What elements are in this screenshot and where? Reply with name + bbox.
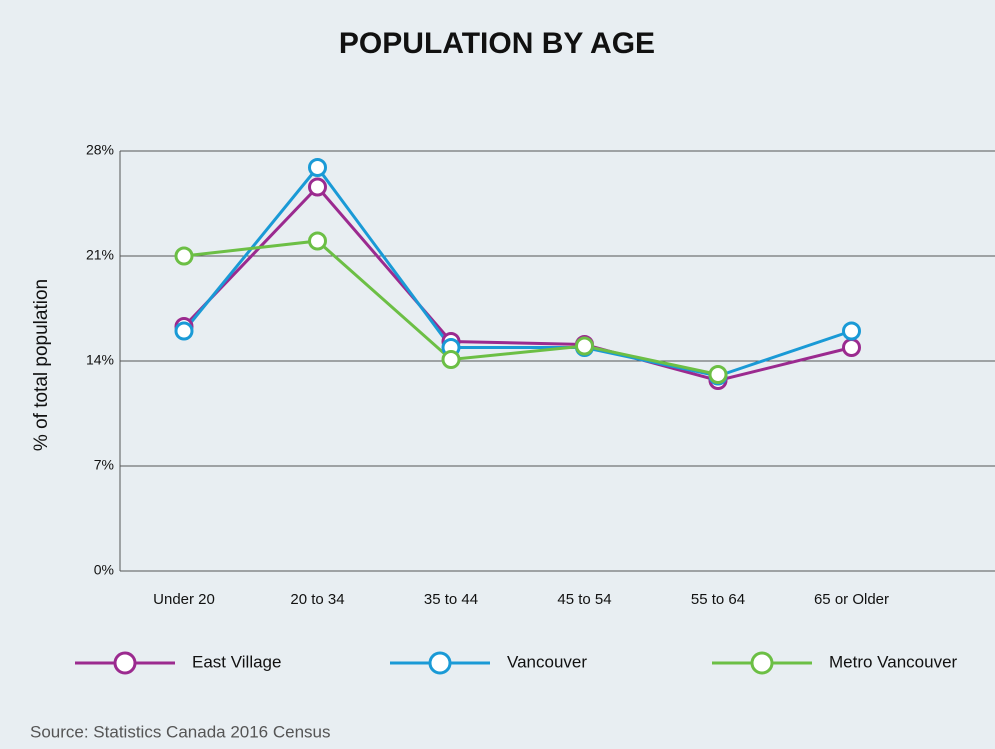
y-tick-label: 21% bbox=[86, 247, 114, 263]
x-tick-label: Under 20 bbox=[153, 591, 215, 608]
data-point bbox=[842, 321, 861, 341]
y-tick-label: 0% bbox=[94, 562, 114, 578]
data-point bbox=[441, 350, 461, 369]
x-tick-label: 55 to 64 bbox=[691, 591, 745, 608]
legend-label: Vancouver bbox=[507, 652, 587, 671]
x-tick-label: 20 to 34 bbox=[290, 591, 344, 608]
series-line bbox=[182, 165, 852, 378]
x-tick-label: 35 to 44 bbox=[424, 591, 478, 608]
chart-title: POPULATION BY AGE bbox=[339, 27, 655, 60]
source-note: Source: Statistics Canada 2016 Census bbox=[30, 722, 331, 741]
data-point bbox=[708, 365, 728, 384]
y-tick-label: 28% bbox=[86, 142, 114, 158]
data-point bbox=[842, 338, 861, 357]
legend-marker bbox=[428, 651, 452, 675]
legend-label: East Village bbox=[192, 652, 281, 671]
y-axis-label: % of total population bbox=[31, 279, 52, 451]
data-point bbox=[308, 158, 327, 177]
x-tick-label: 45 to 54 bbox=[557, 591, 611, 608]
legend-label: Metro Vancouver bbox=[829, 652, 958, 671]
data-point bbox=[308, 177, 327, 197]
y-tick-label: 14% bbox=[86, 352, 114, 368]
data-point bbox=[174, 246, 194, 266]
data-point bbox=[575, 336, 594, 356]
data-point bbox=[308, 231, 327, 251]
legend-marker bbox=[750, 651, 774, 675]
legend-marker bbox=[113, 651, 137, 675]
series-line bbox=[182, 184, 852, 383]
data-point bbox=[174, 321, 194, 341]
y-tick-label: 7% bbox=[94, 457, 114, 473]
x-tick-label: 65 or Older bbox=[814, 591, 889, 608]
